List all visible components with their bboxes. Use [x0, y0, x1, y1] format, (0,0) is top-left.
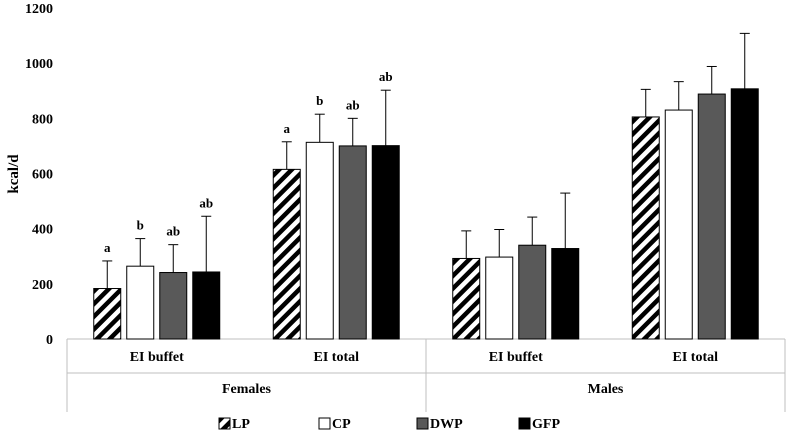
legend-swatch-DWP — [416, 417, 429, 430]
legend-swatch-LP — [218, 417, 231, 430]
bar-CP-1 — [305, 141, 334, 340]
y-tick-label: 600 — [32, 168, 53, 183]
sig-letter-CP-1: b — [316, 93, 323, 108]
bar-CP-0 — [126, 265, 155, 340]
bar-GFP-0 — [192, 271, 221, 340]
legend-swatch-CP — [318, 417, 331, 430]
bar-LP-3 — [631, 116, 660, 340]
bars — [93, 88, 759, 340]
y-tick-label: 800 — [32, 112, 53, 127]
legend-label-CP: CP — [332, 417, 351, 432]
x-group-label: Males — [588, 382, 624, 397]
sig-letter-GFP-1: ab — [379, 69, 393, 84]
legend-label-LP: LP — [232, 417, 250, 432]
sig-letter-DWP-1: ab — [346, 97, 360, 112]
error-bars — [102, 32, 750, 289]
sig-letter-LP-1: a — [284, 121, 291, 136]
bar-DWP-2 — [518, 244, 547, 340]
y-axis: 0 200 400 600 800 1000 1200 — [25, 2, 53, 348]
bar-DWP-3 — [697, 93, 726, 340]
legend: LP CP DWP GFP — [218, 417, 560, 432]
bar-DWP-1 — [338, 145, 367, 340]
legend-swatch-GFP — [518, 417, 531, 430]
sig-letter-DWP-0: ab — [166, 224, 180, 239]
bar-CP-3 — [664, 109, 693, 340]
y-tick-label: 200 — [32, 278, 53, 293]
bar-DWP-0 — [159, 272, 188, 340]
legend-label-DWP: DWP — [430, 417, 463, 432]
y-tick-label: 0 — [46, 333, 53, 348]
bar-CP-2 — [485, 256, 514, 340]
x-tick-label: EI total — [314, 350, 360, 365]
bar-GFP-2 — [551, 248, 580, 340]
y-tick-label: 1000 — [25, 57, 53, 72]
y-tick-label: 1200 — [25, 2, 53, 17]
x-axis: EI buffet EI total Females EI buffet EI tota… — [66, 338, 786, 412]
x-group-label: Females — [222, 382, 272, 397]
y-axis-label: kcal/d — [6, 154, 22, 194]
x-tick-label: EI buffet — [130, 350, 184, 365]
bar-LP-0 — [93, 288, 122, 340]
sig-letter-CP-0: b — [137, 218, 144, 233]
bar-LP-1 — [272, 168, 301, 340]
legend-label-GFP: GFP — [532, 417, 560, 432]
bar-LP-2 — [452, 257, 481, 340]
bar-GFP-3 — [730, 88, 759, 340]
bar-GFP-1 — [371, 145, 400, 340]
y-tick-label: 400 — [32, 223, 53, 238]
sig-letter-GFP-0: ab — [199, 195, 213, 210]
x-tick-label: EI total — [673, 350, 719, 365]
x-tick-label: EI buffet — [489, 350, 543, 365]
sig-letter-LP-0: a — [104, 240, 111, 255]
